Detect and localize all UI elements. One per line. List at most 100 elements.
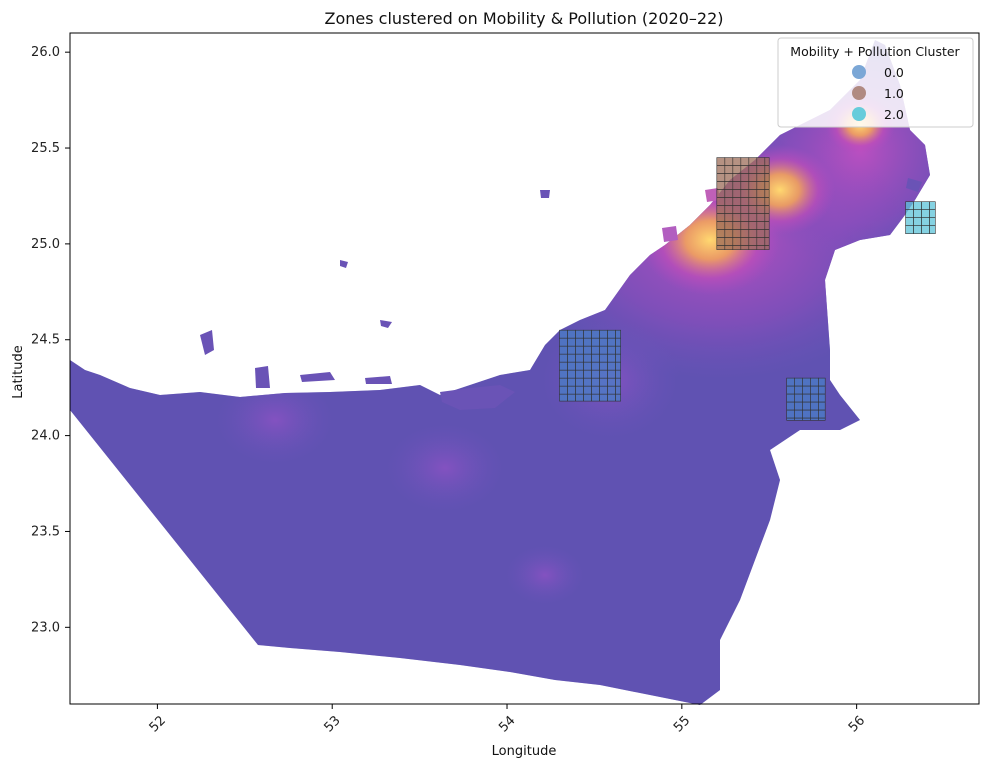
- cluster-cell: [929, 201, 936, 210]
- cluster-cell: [740, 165, 750, 174]
- cluster-cell: [732, 237, 742, 246]
- cluster-cell: [716, 205, 726, 214]
- cluster-cell: [740, 245, 750, 250]
- cluster-cell: [740, 197, 750, 206]
- cluster-cell: [607, 377, 616, 387]
- cluster-cell: [802, 393, 812, 403]
- y-tick-label: 23.0: [31, 620, 60, 635]
- cluster-cell: [615, 369, 621, 379]
- cluster-cell: [599, 369, 608, 379]
- cluster-cell: [764, 221, 770, 230]
- cluster-cell: [748, 221, 758, 230]
- cluster-cell: [740, 157, 750, 166]
- cluster-cell: [810, 417, 820, 421]
- cluster-cell: [724, 237, 734, 246]
- cluster-cell: [756, 165, 766, 174]
- cluster-cell: [764, 173, 770, 182]
- islands: [200, 178, 922, 410]
- cluster-cell: [786, 385, 796, 395]
- cluster-cell: [716, 213, 726, 222]
- cluster-cell: [764, 189, 770, 198]
- cluster-cell: [794, 385, 804, 395]
- cluster-cell: [756, 173, 766, 182]
- legend: Mobility + Pollution Cluster 0.0 1.0 2.0: [777, 37, 974, 128]
- cluster-cell: [732, 181, 742, 190]
- cluster-cell: [732, 197, 742, 206]
- cluster-cell: [764, 245, 770, 250]
- legend-title: Mobility + Pollution Cluster: [790, 44, 960, 59]
- cluster-cell: [748, 237, 758, 246]
- cluster-cell: [802, 401, 812, 411]
- cluster-cell: [905, 209, 914, 218]
- cluster-cell: [724, 157, 734, 166]
- cluster-cell: [575, 361, 584, 371]
- cluster-cell: [786, 401, 796, 411]
- x-axis-label: Longitude: [492, 744, 557, 759]
- cluster-cell: [599, 345, 608, 355]
- cluster-cell: [607, 345, 616, 355]
- cluster-cell: [599, 361, 608, 371]
- x-tick-label: 53: [321, 713, 343, 735]
- cluster-cell: [591, 377, 600, 387]
- cluster-cell: [810, 377, 820, 387]
- cluster-cell: [583, 353, 592, 363]
- cluster-cell: [583, 385, 592, 395]
- cluster-cell: [802, 417, 812, 421]
- cluster-cell: [559, 385, 568, 395]
- legend-marker-1: [852, 86, 866, 100]
- island: [540, 190, 550, 198]
- cluster-cell: [615, 329, 621, 339]
- cluster-cell: [724, 173, 734, 182]
- cluster-cell: [764, 197, 770, 206]
- cluster-cell: [716, 237, 726, 246]
- island: [662, 226, 678, 242]
- cluster-cell: [929, 209, 936, 218]
- cluster-cell: [615, 377, 621, 387]
- cluster-cell: [607, 329, 616, 339]
- cluster-cell: [913, 225, 922, 234]
- cluster-cell: [740, 221, 750, 230]
- cluster-cell: [740, 205, 750, 214]
- cluster-cell: [786, 417, 796, 421]
- cluster-cell: [591, 337, 600, 347]
- island: [340, 260, 348, 268]
- cluster-cell: [748, 245, 758, 250]
- cluster-cell: [756, 197, 766, 206]
- cluster-cell: [764, 205, 770, 214]
- cluster-cell: [732, 173, 742, 182]
- cluster-cell: [929, 217, 936, 226]
- cluster-cell: [913, 209, 922, 218]
- cluster-cell: [559, 369, 568, 379]
- cluster-cell: [794, 409, 804, 419]
- cluster-cell: [724, 229, 734, 238]
- cluster-cell: [575, 353, 584, 363]
- cluster-cell: [748, 165, 758, 174]
- cluster-cell: [607, 337, 616, 347]
- cluster-cell: [599, 337, 608, 347]
- y-axis-label: Latitude: [11, 345, 26, 399]
- cluster-cell: [724, 165, 734, 174]
- cluster-cell: [818, 409, 826, 419]
- cluster-cell: [583, 377, 592, 387]
- hotspot-central: [385, 423, 505, 513]
- cluster-cell: [716, 221, 726, 230]
- cluster-zone-1: [716, 157, 770, 250]
- cluster-cell: [575, 385, 584, 395]
- cluster-cell: [583, 361, 592, 371]
- cluster-cell: [559, 329, 568, 339]
- cluster-cell: [794, 401, 804, 411]
- cluster-cell: [559, 353, 568, 363]
- cluster-cell: [607, 353, 616, 363]
- cluster-cell: [724, 197, 734, 206]
- island: [255, 366, 270, 388]
- cluster-cell: [559, 377, 568, 387]
- cluster-cell: [716, 181, 726, 190]
- cluster-cell: [724, 189, 734, 198]
- cluster-cell: [921, 201, 930, 210]
- cluster-zone-0: [559, 329, 621, 402]
- cluster-cell: [567, 385, 576, 395]
- cluster-cell: [724, 221, 734, 230]
- cluster-cell: [740, 229, 750, 238]
- cluster-cell: [575, 329, 584, 339]
- x-tick-label: 55: [671, 713, 693, 735]
